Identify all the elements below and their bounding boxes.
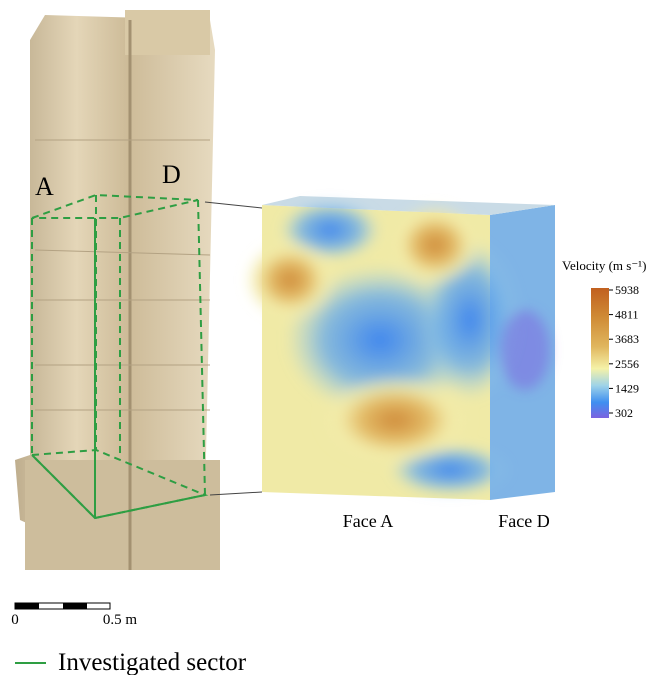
colorbar-tick-label: 4811: [615, 308, 639, 322]
velocity-model: [245, 196, 555, 500]
colorbar-tick-label: 3683: [615, 332, 639, 346]
pillar-photo: [15, 10, 220, 570]
colorbar-title: Velocity (m s⁻¹): [562, 258, 646, 273]
face-label: D: [162, 160, 181, 189]
legend-label: Investigated sector: [58, 649, 247, 675]
colorbar-tick-label: 1429: [615, 381, 639, 395]
scale-label: 0: [11, 612, 19, 628]
face-label: A: [35, 172, 54, 201]
face-label: Face D: [498, 511, 549, 531]
connector: [205, 202, 262, 208]
colorbar-tick-label: 5938: [615, 283, 639, 297]
figure: A D Face A Face D Velocity (m s⁻¹) 5938 4…: [0, 0, 667, 675]
colorbar-tick-label: 302: [615, 406, 633, 420]
colorbar-tick-label: 2556: [615, 357, 639, 371]
scale-bar: [15, 603, 110, 609]
scale-label: 0.5 m: [103, 612, 138, 628]
face-label: Face A: [343, 511, 393, 531]
colorbar: [591, 288, 609, 418]
